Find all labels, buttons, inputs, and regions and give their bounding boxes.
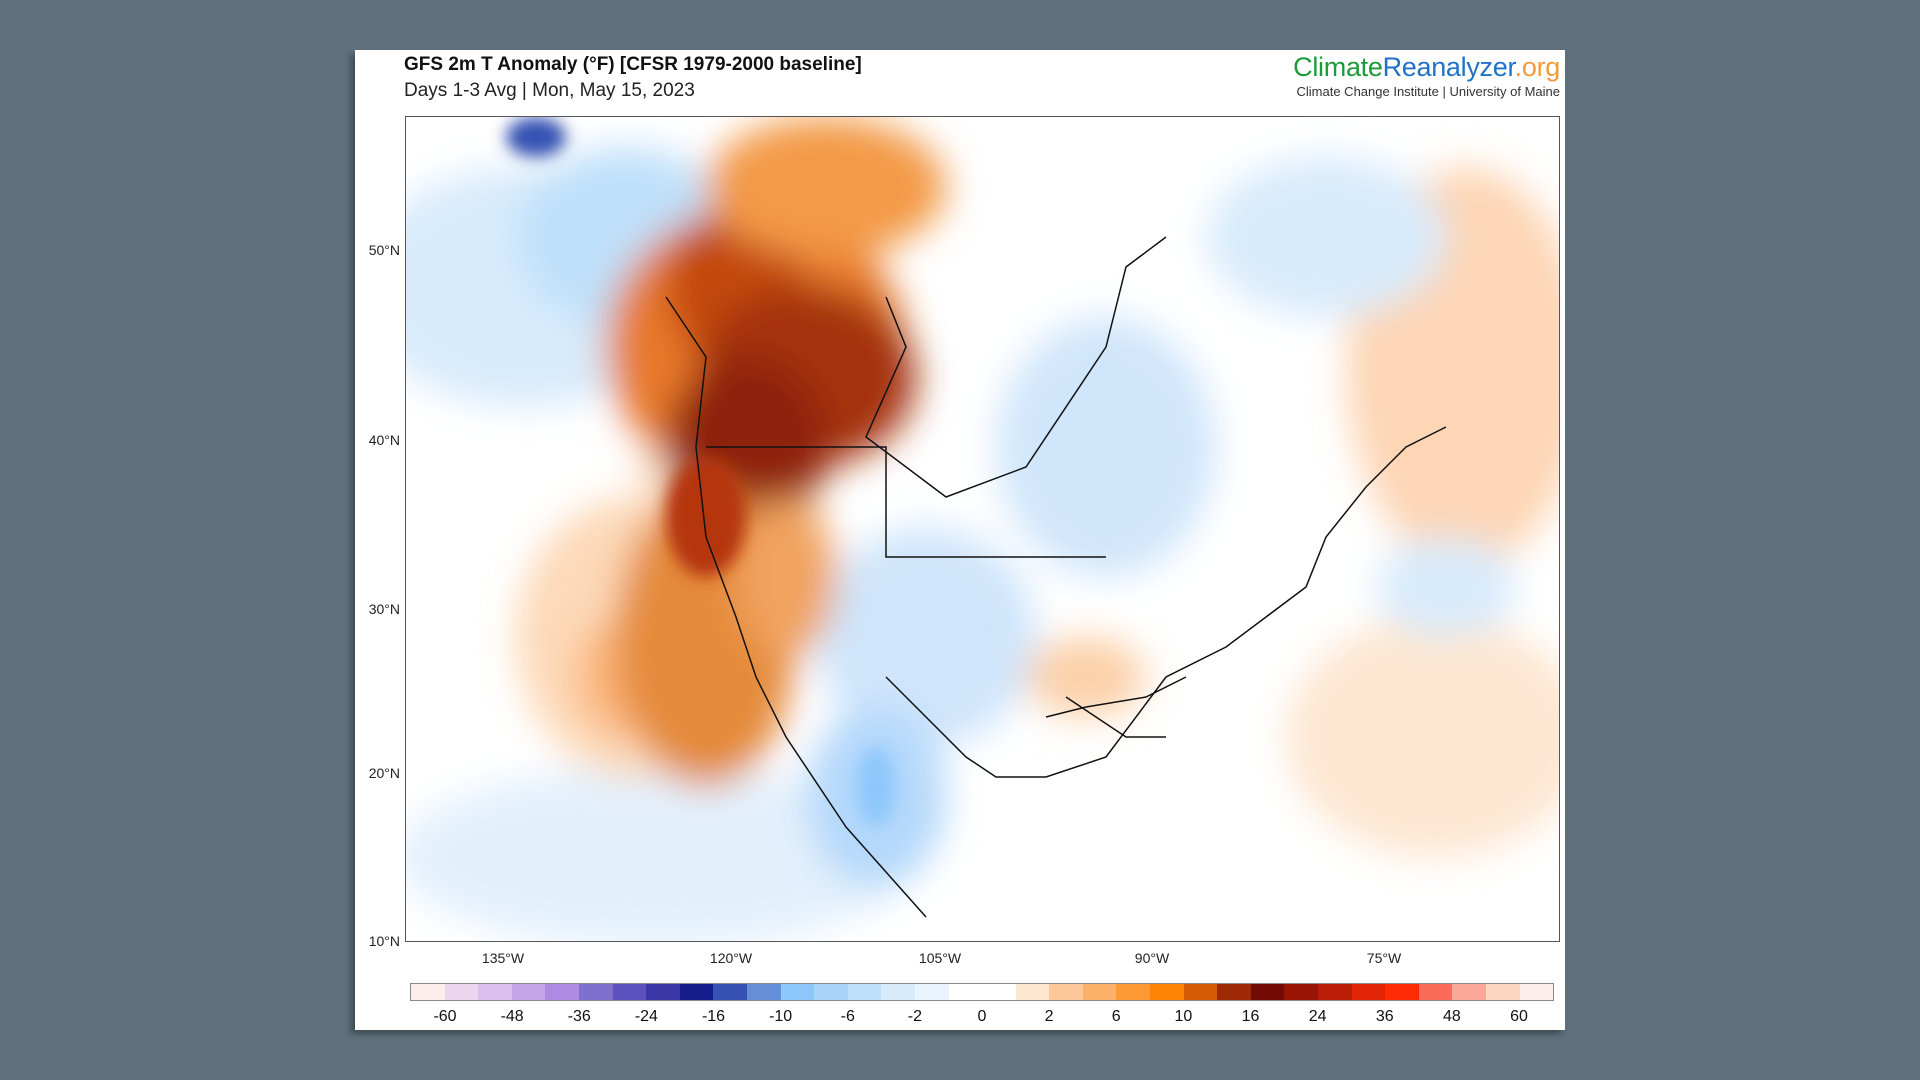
anomaly-map — [405, 116, 1560, 942]
colorbar-label: 10 — [1174, 1008, 1193, 1025]
colorbar-swatch — [578, 984, 613, 1000]
colorbar-swatch — [545, 984, 579, 1000]
colorbar-label: 24 — [1308, 1008, 1327, 1025]
colorbar-label: 2 — [1044, 1008, 1054, 1025]
chart-title: GFS 2m T Anomaly (°F) [CFSR 1979-2000 ba… — [404, 54, 862, 75]
colorbar-label: 0 — [977, 1008, 987, 1025]
anomaly-cool-east-canada — [996, 317, 1216, 577]
colorbar-label: -10 — [769, 1008, 793, 1025]
colorbar-label: -36 — [567, 1008, 591, 1025]
colorbar-label: -2 — [907, 1008, 922, 1025]
lat-label: 40°N — [368, 432, 400, 448]
colorbar-swatch — [713, 984, 747, 1000]
colorbar-swatch — [1217, 984, 1251, 1000]
colorbar-label: 48 — [1442, 1008, 1461, 1025]
colorbar-label: -24 — [634, 1008, 658, 1025]
colorbar-swatch — [1049, 984, 1083, 1000]
colorbar-swatch — [1385, 984, 1419, 1000]
anomaly-field — [406, 117, 1559, 941]
colorbar-swatch — [1318, 984, 1352, 1000]
lat-label: 10°N — [368, 933, 400, 949]
colorbar-label: -16 — [701, 1008, 726, 1025]
colorbar-swatch — [914, 984, 949, 1000]
colorbar-swatch — [1116, 984, 1151, 1000]
colorbar-swatch — [646, 984, 680, 1000]
lon-label: 120°W — [709, 950, 753, 966]
colorbar-swatch — [511, 984, 546, 1000]
anomaly-cool-east-pacific — [406, 767, 916, 941]
colorbar-label: -6 — [840, 1008, 855, 1025]
colorbar-label: -48 — [500, 1008, 524, 1025]
colorbar-label: -60 — [433, 1008, 457, 1025]
logo-part-climate: Climate — [1293, 52, 1383, 82]
colorbar-label: 60 — [1510, 1008, 1528, 1025]
colorbar-swatch — [1284, 984, 1319, 1000]
colorbar-swatch — [814, 984, 848, 1000]
colorbar-swatch — [679, 984, 714, 1000]
lat-label: 50°N — [368, 242, 400, 258]
colorbar-label: 6 — [1111, 1008, 1121, 1025]
colorbar-swatch — [1452, 984, 1486, 1000]
colorbar-swatch — [478, 984, 512, 1000]
logo-part-reanalyzer: Reanalyzer — [1382, 52, 1515, 82]
colorbar-swatch — [982, 984, 1016, 1000]
lat-label: 30°N — [368, 601, 400, 617]
colorbar-swatch — [1082, 984, 1117, 1000]
anomaly-cool-central-us — [816, 527, 1036, 747]
colorbar-swatch — [1250, 984, 1285, 1000]
lat-label: 20°N — [368, 765, 400, 781]
colorbar-swatch — [1418, 984, 1453, 1000]
colorbar-swatch — [1150, 984, 1184, 1000]
lon-label: 75°W — [1366, 950, 1402, 966]
colorbar-label: 36 — [1375, 1008, 1394, 1025]
colorbar-swatch — [948, 984, 983, 1000]
colorbar-swatch — [444, 984, 479, 1000]
colorbar-swatch — [847, 984, 882, 1000]
colorbar-swatch — [780, 984, 815, 1000]
logo-part-org: .org — [1514, 52, 1561, 82]
colorbar-swatch — [1519, 984, 1554, 1000]
lon-label: 90°W — [1134, 950, 1170, 966]
logo-tagline: Climate Change Institute | University of… — [1296, 84, 1561, 99]
colorbar-swatch — [1183, 984, 1218, 1000]
lon-label: 105°W — [918, 950, 962, 966]
colorbar-swatch — [881, 984, 915, 1000]
colorbar-label: 16 — [1241, 1008, 1260, 1025]
colorbar — [410, 983, 1554, 1001]
coastlines — [665, 236, 1447, 918]
colorbar-swatch — [1015, 984, 1050, 1000]
colorbar-swatch — [1486, 984, 1520, 1000]
colorbar-swatch — [746, 984, 781, 1000]
lon-label: 135°W — [481, 950, 525, 966]
colorbar-labels: -60 -48 -36 -24 -16 -10 -6 -2 0 2 6 10 16 24 36 48 60 — [410, 1008, 1554, 1028]
colorbar-swatch — [1351, 984, 1386, 1000]
climate-reanalyzer-logo[interactable]: ClimateReanalyzer.org Climate Change Ins… — [1293, 52, 1560, 99]
colorbar-swatch — [411, 984, 445, 1000]
colorbar-swatch — [612, 984, 647, 1000]
chart-subtitle: Days 1-3 Avg | Mon, May 15, 2023 — [404, 80, 695, 101]
